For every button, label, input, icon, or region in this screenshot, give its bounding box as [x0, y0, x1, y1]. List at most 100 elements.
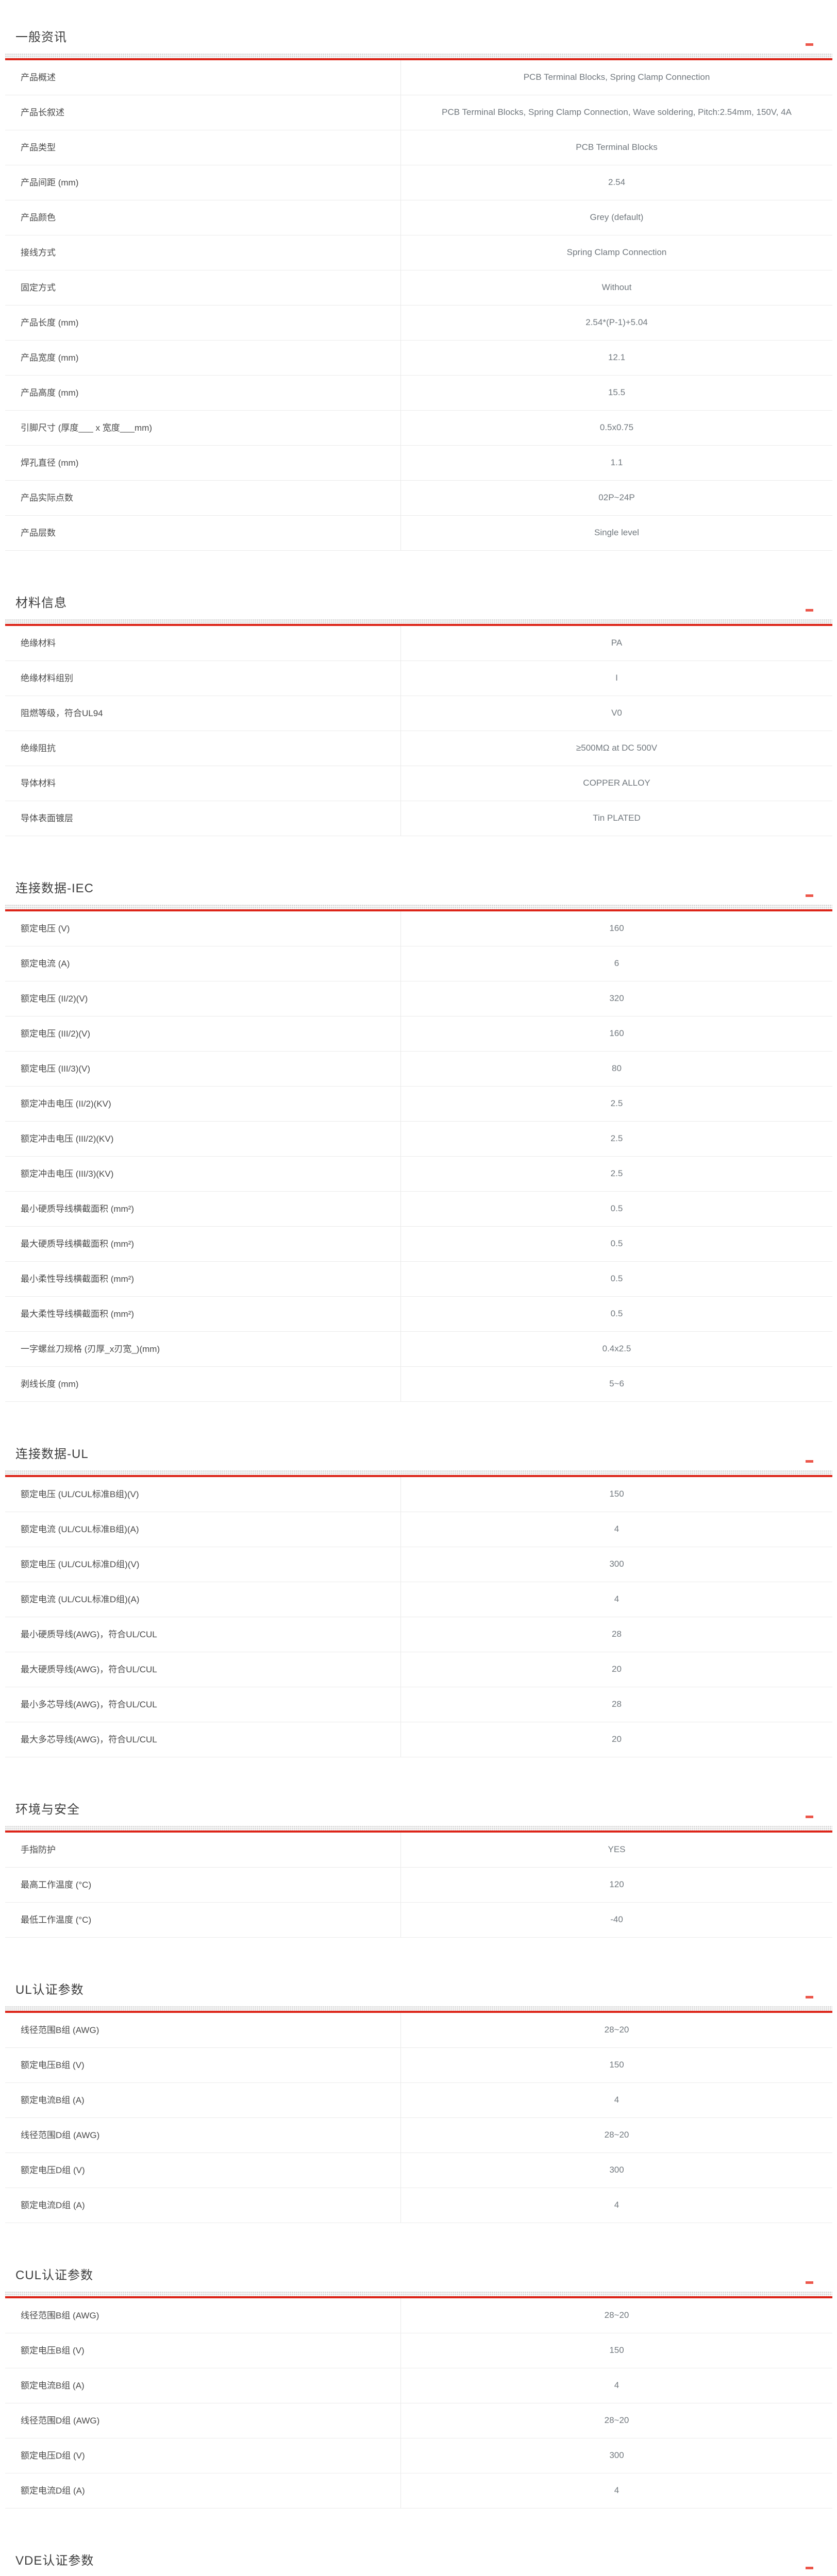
- spec-label: 绝缘阻抗: [21, 743, 56, 753]
- spec-value: 28~20: [604, 2415, 629, 2425]
- spec-value-cell: PCB Terminal Blocks: [400, 130, 832, 165]
- spec-value: 6: [614, 958, 620, 968]
- spec-value: 120: [609, 1879, 624, 1889]
- spec-value: 300: [609, 1559, 624, 1569]
- spec-value-cell: 0.5: [400, 1297, 832, 1331]
- spec-value-cell: 120: [400, 1868, 832, 1902]
- spec-row: 最大硬质导线(AWG)，符合UL/CUL 20: [5, 1652, 832, 1687]
- spec-value-cell: 320: [400, 981, 832, 1016]
- spec-value: 160: [609, 1028, 624, 1038]
- spec-label: 额定电压 (III/3)(V): [21, 1063, 91, 1074]
- spec-section: UL认证参数 线径范围B组 (AWG) 28~20 额定电压B组 (V) 150…: [5, 1979, 832, 2223]
- spec-row: 额定电压D组 (V) 300: [5, 2438, 832, 2473]
- collapse-minus-icon[interactable]: [806, 609, 813, 612]
- spec-label: 手指防护: [21, 1844, 56, 1855]
- spec-value: 0.5: [610, 1274, 623, 1283]
- collapse-minus-icon[interactable]: [806, 894, 813, 897]
- spec-row: 焊孔直径 (mm) 1.1: [5, 446, 832, 481]
- collapse-minus-icon[interactable]: [806, 1816, 813, 1818]
- collapse-minus-icon[interactable]: [806, 1460, 813, 1463]
- spec-value: 02P~24P: [598, 493, 635, 502]
- spec-label: 产品层数: [21, 528, 56, 538]
- spec-value: 2.54: [608, 177, 626, 187]
- spec-value: 0.5: [610, 1239, 623, 1248]
- collapse-minus-icon[interactable]: [806, 43, 813, 46]
- spec-value: 28~20: [604, 2130, 629, 2140]
- section-title: 材料信息: [15, 596, 67, 610]
- spec-label: 引脚尺寸 (厚度___ x 宽度___mm): [21, 422, 153, 433]
- spec-row: 绝缘阻抗 ≥500MΩ at DC 500V: [5, 731, 832, 766]
- spec-label: 额定电压B组 (V): [21, 2345, 85, 2355]
- spec-label: 额定电压D组 (V): [21, 2450, 85, 2461]
- spec-row: 最高工作温度 (°C) 120: [5, 1868, 832, 1903]
- spec-value-cell: 0.5: [400, 1262, 832, 1296]
- shimmer-band: [5, 53, 832, 58]
- collapse-minus-icon[interactable]: [806, 1996, 813, 1998]
- spec-value-cell: 2.54*(P-1)+5.04: [400, 306, 832, 340]
- collapse-minus-icon[interactable]: [806, 2567, 813, 2569]
- spec-row: 产品概述 PCB Terminal Blocks, Spring Clamp C…: [5, 60, 832, 95]
- spec-section: 一般资讯 产品概述 PCB Terminal Blocks, Spring Cl…: [5, 27, 832, 551]
- section-header: UL认证参数: [5, 1979, 832, 2006]
- spec-value: 150: [609, 2345, 624, 2355]
- spec-row: 最低工作温度 (°C) -40: [5, 1903, 832, 1938]
- spec-value: 0.5: [610, 1204, 623, 1213]
- spec-table: 额定电压 (V) 160 额定电流 (A) 6 额定电压 (II/2)(V) 3…: [5, 911, 832, 1402]
- spec-value-cell: 160: [400, 911, 832, 946]
- spec-row: 最大硬质导线横截面积 (mm²) 0.5: [5, 1227, 832, 1262]
- spec-value: ≥500MΩ at DC 500V: [576, 743, 658, 753]
- spec-value: 150: [609, 1489, 624, 1499]
- spec-value-cell: 28~20: [400, 2013, 832, 2047]
- spec-label: 剥线长度 (mm): [21, 1379, 79, 1389]
- spec-label: 焊孔直径 (mm): [21, 457, 79, 468]
- spec-row: 产品类型 PCB Terminal Blocks: [5, 130, 832, 165]
- spec-row: 产品间距 (mm) 2.54: [5, 165, 832, 200]
- spec-row: 绝缘材料 PA: [5, 626, 832, 661]
- spec-value-cell: 4: [400, 1582, 832, 1617]
- spec-value-cell: 150: [400, 2048, 832, 2082]
- spec-row: 额定电压 (III/3)(V) 80: [5, 1052, 832, 1087]
- spec-row: 产品高度 (mm) 15.5: [5, 376, 832, 411]
- spec-value-cell: 4: [400, 2473, 832, 2508]
- shimmer-band: [5, 1470, 832, 1475]
- spec-label: 线径范围B组 (AWG): [21, 2025, 99, 2035]
- spec-value-cell: 300: [400, 1547, 832, 1582]
- spec-value-cell: 2.5: [400, 1157, 832, 1191]
- spec-row: 引脚尺寸 (厚度___ x 宽度___mm) 0.5x0.75: [5, 411, 832, 446]
- spec-value: 20: [612, 1664, 622, 1674]
- spec-label: 线径范围D组 (AWG): [21, 2130, 100, 2140]
- section-title: 一般资讯: [15, 30, 67, 44]
- spec-value: PCB Terminal Blocks, Spring Clamp Connec…: [523, 72, 710, 82]
- spec-label: 额定冲击电压 (II/2)(KV): [21, 1098, 111, 1109]
- spec-label: 固定方式: [21, 282, 56, 293]
- spec-value: Tin PLATED: [593, 813, 641, 823]
- spec-value: V0: [611, 708, 622, 718]
- spec-row: 一字螺丝刀规格 (刃厚_x刃宽_)(mm) 0.4x2.5: [5, 1332, 832, 1367]
- spec-row: 手指防护 YES: [5, 1833, 832, 1868]
- spec-value-cell: 150: [400, 2333, 832, 2368]
- spec-row: 固定方式 Without: [5, 270, 832, 306]
- spec-value: 4: [614, 1594, 620, 1604]
- section-header: CUL认证参数: [5, 2265, 832, 2291]
- spec-value: 2.5: [610, 1098, 623, 1108]
- spec-row: 线径范围B组 (AWG) 28~20: [5, 2298, 832, 2333]
- spec-row: 线径范围D组 (AWG) 28~20: [5, 2118, 832, 2153]
- section-header: 环境与安全: [5, 1799, 832, 1825]
- spec-value-cell: -40: [400, 1903, 832, 1937]
- spec-label: 额定电流B组 (A): [21, 2095, 85, 2105]
- spec-row: 额定电流D组 (A) 4: [5, 2473, 832, 2509]
- collapse-minus-icon[interactable]: [806, 2281, 813, 2284]
- section-red-rule: [5, 58, 832, 60]
- sections-root: 一般资讯 产品概述 PCB Terminal Blocks, Spring Cl…: [5, 27, 832, 2576]
- spec-table: 线径范围B组 (AWG) 28~20 额定电压B组 (V) 150 额定电流B组…: [5, 2298, 832, 2509]
- spec-value-cell: Spring Clamp Connection: [400, 235, 832, 270]
- section-title: UL认证参数: [15, 1983, 84, 1997]
- spec-value-cell: 12.1: [400, 341, 832, 375]
- spec-value: PA: [611, 638, 623, 648]
- spec-value-cell: 02P~24P: [400, 481, 832, 515]
- spec-table: 手指防护 YES 最高工作温度 (°C) 120 最低工作温度 (°C) -40: [5, 1833, 832, 1938]
- section-red-rule: [5, 909, 832, 911]
- spec-label: 额定电压B组 (V): [21, 2060, 85, 2070]
- spec-value: Single level: [594, 528, 639, 537]
- spec-row: 额定电流D组 (A) 4: [5, 2188, 832, 2223]
